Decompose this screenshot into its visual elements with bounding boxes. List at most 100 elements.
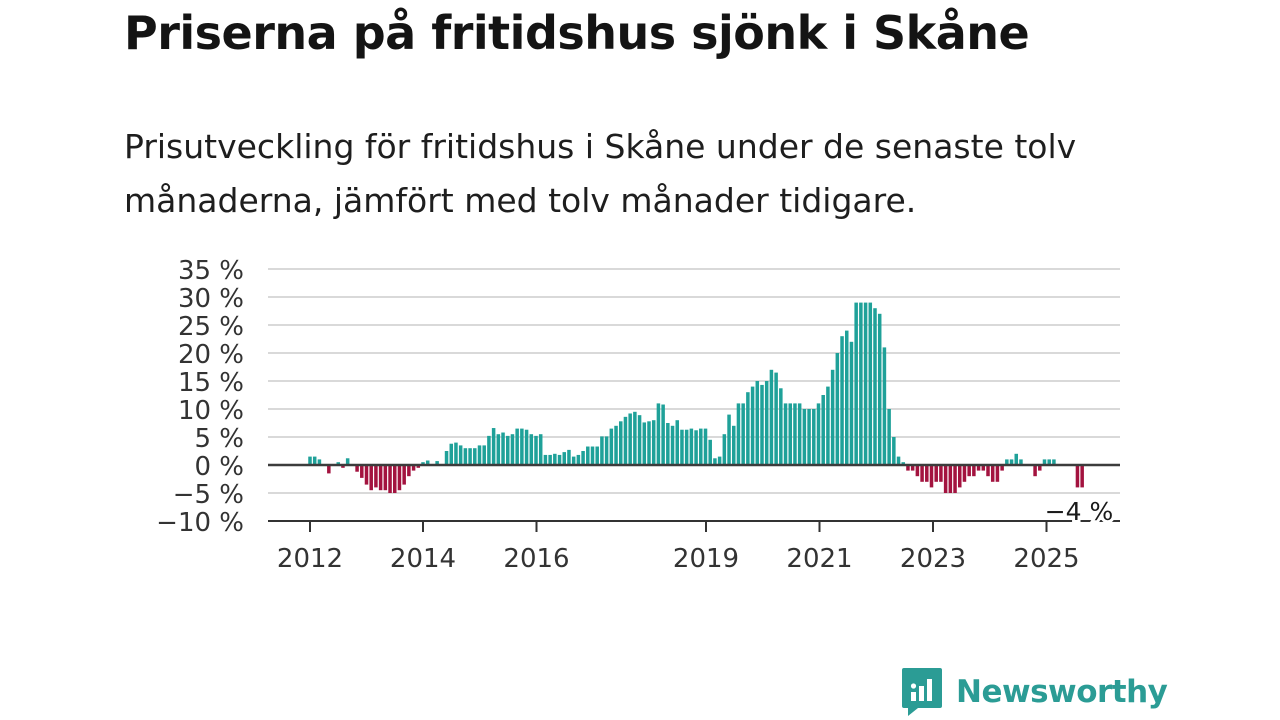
bar: [901, 462, 906, 465]
bar: [647, 421, 651, 465]
bar: [416, 465, 421, 468]
y-tick-label: −10 %: [156, 508, 244, 538]
bar: [317, 459, 322, 465]
bar: [675, 420, 680, 465]
bar: [651, 420, 656, 465]
bar: [741, 403, 745, 465]
bar: [369, 465, 373, 491]
bar: [1047, 459, 1051, 465]
bar: [336, 462, 341, 465]
bar: [581, 451, 585, 465]
bar: [595, 446, 599, 465]
bar: [873, 308, 877, 465]
bar: [425, 460, 430, 465]
bar: [802, 409, 807, 465]
x-axis: 2012 2014 2016 2019 2021 2023 2025: [268, 463, 1120, 574]
bar: [1014, 453, 1019, 465]
bar: [1075, 465, 1080, 488]
y-tick-label: 25 %: [178, 312, 244, 342]
bar: [793, 403, 797, 465]
bar: [764, 381, 769, 465]
bar: [684, 429, 689, 465]
bar: [444, 451, 449, 465]
bar: [750, 386, 755, 465]
bar: [948, 465, 953, 493]
bar: [896, 456, 901, 465]
bar: [661, 404, 665, 465]
bar: [510, 434, 515, 465]
bar: [708, 439, 712, 465]
bar: [990, 465, 995, 482]
bar: [567, 449, 571, 465]
bar: [538, 434, 543, 465]
bar: [520, 428, 524, 465]
bar: [934, 465, 938, 482]
bar: [491, 428, 496, 465]
bar: [797, 403, 802, 465]
bar: [604, 436, 609, 465]
bar: [1009, 459, 1014, 465]
bar: [906, 465, 910, 471]
bar: [868, 302, 873, 465]
bar: [623, 416, 628, 465]
bar: [967, 465, 971, 477]
bar: [859, 302, 863, 465]
bar: [506, 435, 510, 465]
y-tick-label: −5 %: [173, 480, 244, 510]
bar: [680, 429, 684, 465]
bar: [515, 428, 519, 465]
bar: [477, 445, 482, 465]
bar: [548, 454, 552, 465]
bar: [501, 432, 505, 465]
bar: [826, 386, 830, 465]
bar: [958, 465, 962, 488]
bar: [468, 448, 472, 465]
end-value-label: −4 %: [1045, 497, 1114, 526]
bar: [915, 465, 920, 477]
bar: [586, 446, 590, 465]
bar: [755, 381, 760, 465]
x-tick-label: 2019: [673, 544, 739, 574]
bar: [576, 454, 581, 465]
bar: [981, 465, 986, 471]
bar: [355, 465, 359, 472]
bar: [666, 423, 670, 465]
bar: [877, 313, 882, 465]
bar: [633, 411, 637, 465]
y-tick-label: 20 %: [178, 340, 244, 370]
bar: [925, 465, 929, 482]
bar: [435, 461, 439, 465]
bar: [863, 302, 868, 465]
bar: [939, 465, 943, 482]
y-tick-label: 10 %: [178, 396, 244, 426]
bar: [976, 465, 981, 471]
y-axis-ticks: 35 %30 %25 %20 %15 %10 %5 %0 %−5 %−10 %: [156, 256, 244, 538]
y-tick-label: 15 %: [178, 368, 244, 398]
bar: [986, 465, 990, 477]
bar: [769, 369, 774, 465]
bar: [732, 425, 736, 465]
bar: [402, 465, 406, 485]
bar: [835, 353, 840, 465]
y-tick-label: 0 %: [194, 452, 244, 482]
bar: [449, 443, 454, 465]
grid-lines: [268, 268, 1120, 494]
bar: [534, 435, 538, 465]
bar: [821, 395, 825, 465]
bar: [543, 454, 548, 465]
bar: [1019, 459, 1023, 465]
bar: [557, 454, 562, 465]
bar: [892, 437, 896, 465]
chart-title: Priserna på fritidshus sjönk i Skåne: [124, 6, 1030, 60]
bar: [699, 428, 703, 465]
bar: [670, 425, 675, 465]
bar: [854, 302, 858, 465]
bar: [600, 436, 604, 465]
bar: [341, 465, 345, 468]
bar: [816, 403, 821, 465]
x-tick-label: 2016: [503, 544, 569, 574]
bar: [407, 465, 411, 477]
bar: [807, 409, 811, 465]
bar: [553, 453, 557, 465]
